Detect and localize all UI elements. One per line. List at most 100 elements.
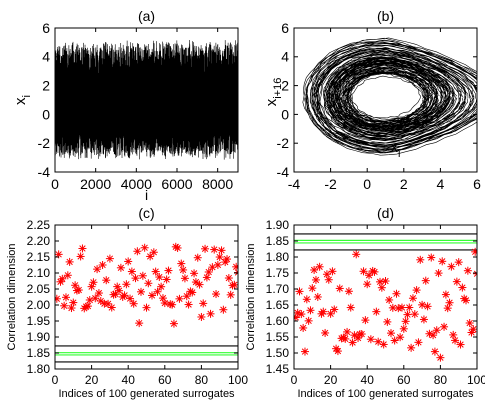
surrogate-marker [377,283,386,292]
series-line [55,39,238,160]
x-tick-label: 8000 [202,176,233,192]
surrogate-marker [169,319,178,328]
surrogate-marker [341,334,350,343]
y-tick-label: 1.85 [27,346,51,360]
surrogate-marker [105,254,114,263]
y-tick-label: 1.65 [266,298,290,312]
surrogate-marker [469,325,477,334]
surrogate-marker [76,252,85,261]
surrogate-marker [306,306,315,315]
surrogate-marker [310,265,319,274]
surrogate-marker [414,338,423,347]
surrogate-marker [429,331,438,340]
surrogate-marker [65,257,74,266]
surrogate-marker [138,271,147,280]
x-tick-label: 20 [85,373,99,387]
surrogate-marker [388,303,397,312]
surrogate-marker [392,289,401,298]
surrogate-marker [412,286,421,295]
surrogate-marker [359,267,368,276]
surrogate-marker [379,340,388,349]
surrogate-marker [55,294,61,303]
y-tick-label: 2.15 [27,250,51,264]
surrogate-marker [348,338,357,347]
surrogate-marker [381,277,390,286]
surrogate-marker [85,296,94,305]
surrogate-marker [328,267,337,276]
x-tick-label: 2 [400,176,408,192]
surrogate-marker [111,290,120,299]
axes-frame [54,224,239,370]
y-tick-label: -4 [277,164,290,180]
surrogate-marker [445,298,454,307]
axes-frame [293,224,478,370]
surrogate-marker [224,274,233,283]
surrogate-marker [324,275,333,284]
surrogate-marker [147,291,156,300]
y-tick-label: 2 [42,78,50,94]
surrogate-marker [399,324,408,333]
y-axis-label: xi [12,95,33,105]
surrogate-marker [223,255,232,264]
plot-area [55,39,238,160]
x-tick-label: 4 [437,176,445,192]
surrogate-marker [63,271,72,280]
y-tick-label: 2.05 [27,282,51,296]
surrogate-marker [201,244,210,253]
panel-2: 0 20 40 60 80 100 1.80 1.85 1.90 1.95 2.00 2.05 2.10… [6,205,248,400]
surrogate-marker [326,309,335,318]
surrogate-marker [155,273,164,282]
y-tick-label: 2.00 [27,298,51,312]
surrogate-marker [441,290,450,299]
surrogate-marker [126,294,135,303]
surrogate-marker [107,303,116,312]
x-axis-label: Indices of 100 generated surrogates [58,388,235,400]
surrogate-marker [308,284,317,293]
y-tick-label: -4 [38,164,51,180]
panel-title: (c) [138,205,154,221]
surrogate-marker [190,269,199,278]
surrogate-marker [94,289,103,298]
surrogate-marker [230,280,238,289]
surrogate-marker [370,267,379,276]
y-tick-label: 1.80 [266,250,290,264]
surrogate-marker [405,303,414,312]
surrogate-marker [385,295,394,304]
surrogate-marker [407,343,416,352]
surrogate-marker [471,247,477,256]
surrogate-marker [58,274,67,283]
surrogate-marker [74,286,83,295]
surrogate-marker [179,265,188,274]
surrogate-marker [234,268,238,277]
surrogate-marker [403,310,412,319]
surrogate-marker [397,303,406,312]
x-tick-label: 60 [397,373,411,387]
axes-frame [54,27,239,173]
surrogate-marker [410,310,419,319]
y-tick-label: 6 [281,20,289,36]
surrogate-marker [69,298,78,307]
y-axis-label: Correlation dimension [245,244,257,351]
y-tick-label: 1.60 [266,314,290,328]
y-tick-label: 1.70 [266,282,290,296]
surrogate-marker [149,248,158,257]
surrogate-marker [93,265,102,274]
y-tick-label: 6 [42,20,50,36]
surrogate-marker [396,333,405,342]
y-tick-label: -2 [38,135,51,151]
surrogate-marker [447,262,456,271]
y-axis-label: xi+16 [263,78,284,107]
surrogate-marker [116,263,125,272]
surrogate-marker [193,253,202,262]
surrogate-marker [456,340,465,349]
surrogate-marker [302,295,311,304]
panel-0: 0 2000 4000 6000 8000 -4 -2 0 2 4 6 (a) i xi [12,8,239,203]
surrogate-marker [124,257,133,266]
surrogate-marker [122,280,131,289]
surrogate-marker [232,262,238,271]
surrogate-marker [454,258,463,267]
surrogate-marker [173,243,182,252]
surrogate-marker [104,299,113,308]
x-tick-label: -4 [288,176,301,192]
